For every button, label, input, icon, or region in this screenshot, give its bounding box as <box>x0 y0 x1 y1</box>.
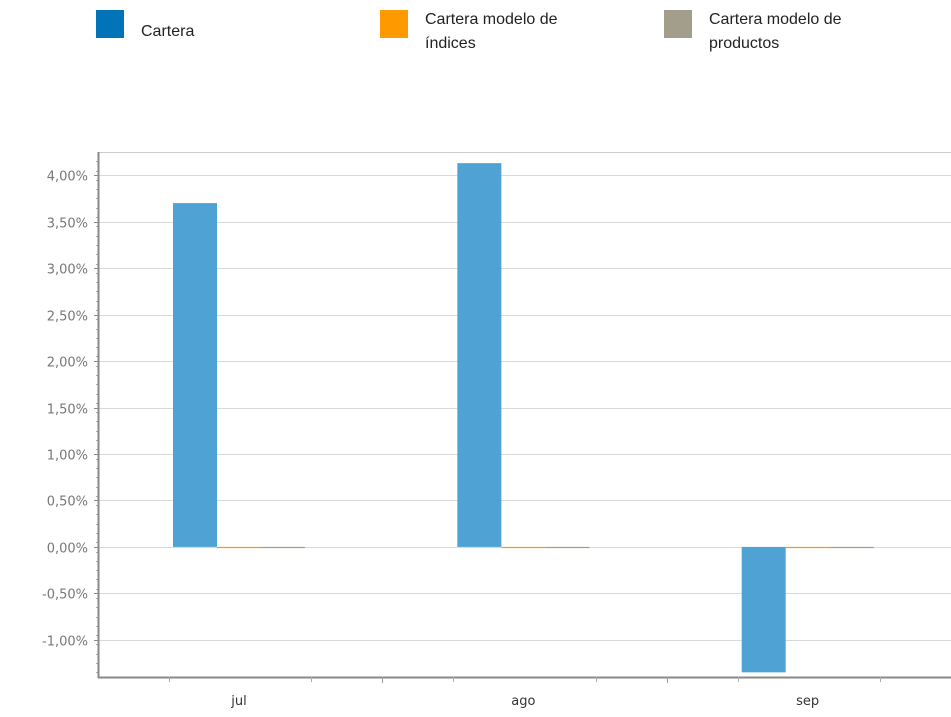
x-category-label: ago <box>511 694 535 709</box>
chart-legend: Cartera Cartera modelo de índices Carter… <box>0 0 951 80</box>
y-tick-label: 0,50% <box>47 495 88 510</box>
y-tick-label: 1,00% <box>47 449 88 464</box>
x-category-label: jul <box>230 694 246 709</box>
bars <box>173 163 874 673</box>
y-tick-label: 1,50% <box>47 403 88 418</box>
legend-item-cartera-modelo-indices[interactable]: Cartera modelo de índices <box>380 10 595 56</box>
legend-label-cartera-modelo-indices: Cartera modelo de índices <box>425 11 558 52</box>
bar-cartera-jul <box>173 203 217 547</box>
y-tick-label: -1,00% <box>42 635 88 650</box>
legend-item-cartera[interactable]: Cartera <box>96 10 311 44</box>
legend-item-cartera-modelo-productos[interactable]: Cartera modelo de productos <box>664 10 879 56</box>
axes <box>94 152 951 683</box>
y-tick-label: 3,00% <box>47 263 88 278</box>
gridlines <box>98 175 951 641</box>
y-tick-label: 4,00% <box>47 170 88 185</box>
legend-swatch-cartera-modelo-productos <box>664 10 692 38</box>
y-tick-label: 0,00% <box>47 542 88 557</box>
legend-label-cartera: Cartera <box>141 23 195 40</box>
legend-swatch-cartera-modelo-indices <box>380 10 408 38</box>
bar-cartera-ago <box>457 163 502 547</box>
legend-swatch-cartera <box>96 10 124 38</box>
y-tick-label: 3,50% <box>47 217 88 232</box>
legend-label-cartera-modelo-productos: Cartera modelo de productos <box>709 11 842 52</box>
y-tick-label: 2,00% <box>47 356 88 371</box>
axis-labels: 4,00% 3,50% 3,00% 2,50% 2,00% 1,50% 1,00% 0,50%… <box>42 170 819 710</box>
x-category-label: sep <box>796 694 819 709</box>
y-tick-label: 2,50% <box>47 310 88 325</box>
bar-cartera-sep <box>741 546 786 673</box>
y-tick-label: -0,50% <box>42 588 88 603</box>
